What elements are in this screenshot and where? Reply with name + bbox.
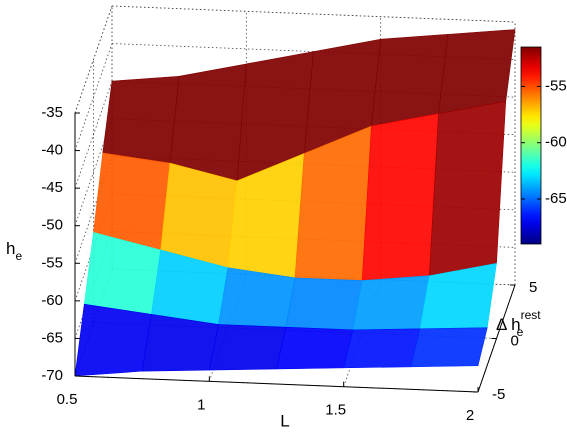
x-axis-label: L [280, 411, 289, 430]
surface-patch [410, 327, 488, 368]
colorbar [520, 46, 542, 245]
surface-patch [285, 277, 363, 331]
z-label-sub: e [15, 249, 22, 263]
y-axis-label: Δ hrest e [496, 308, 541, 339]
surface-patch [276, 326, 354, 370]
y-tick-label: 5 [529, 279, 537, 296]
surface-patch [438, 29, 516, 115]
surface-patch [169, 63, 247, 182]
surface-patch [429, 100, 507, 277]
surface-patch [352, 275, 430, 331]
z-axis-label: he [6, 239, 22, 263]
z-label-base: h [6, 239, 15, 258]
z-tick-label: -65 [41, 329, 63, 346]
x-tick-label: 1.5 [325, 402, 346, 419]
grid-line [74, 118, 113, 226]
z-tick-label: -50 [41, 217, 63, 234]
y-label-sub: e [517, 325, 524, 339]
surface-patch [371, 34, 449, 127]
colorbar-tick-label: -60 [545, 134, 567, 151]
y-label-prefix: Δ h [496, 315, 521, 334]
z-tick-label: -40 [41, 142, 63, 159]
x-tick-label: 2 [466, 407, 474, 424]
z-tick-label: -60 [41, 292, 63, 309]
z-tick-label: -35 [41, 104, 63, 121]
surface-patch [361, 113, 439, 281]
grid-line [74, 81, 113, 189]
z-tick-label: -70 [41, 367, 63, 384]
colorbar-tick-label: -65 [545, 190, 567, 207]
grid-line [74, 5, 113, 114]
grid-line [111, 5, 516, 23]
colorbar-tick-label: -55 [545, 77, 567, 94]
surface-patch [102, 75, 180, 164]
x-tick-label: 1 [197, 396, 205, 413]
surface-patch [218, 267, 296, 328]
y-tick-label: -5 [492, 386, 505, 403]
z-tick-label: -45 [41, 179, 63, 196]
z-tick-label: -55 [41, 254, 63, 271]
x-tick-label: 0.5 [57, 391, 78, 408]
y-tick-label: 0 [511, 332, 519, 349]
surface-patch [208, 324, 287, 371]
surface-patch [74, 303, 152, 377]
y-label-sup: rest [521, 308, 542, 322]
surface-patch [141, 314, 219, 372]
surface-patch [160, 162, 238, 269]
axis-line [74, 375, 479, 393]
surface-patch [343, 328, 421, 369]
